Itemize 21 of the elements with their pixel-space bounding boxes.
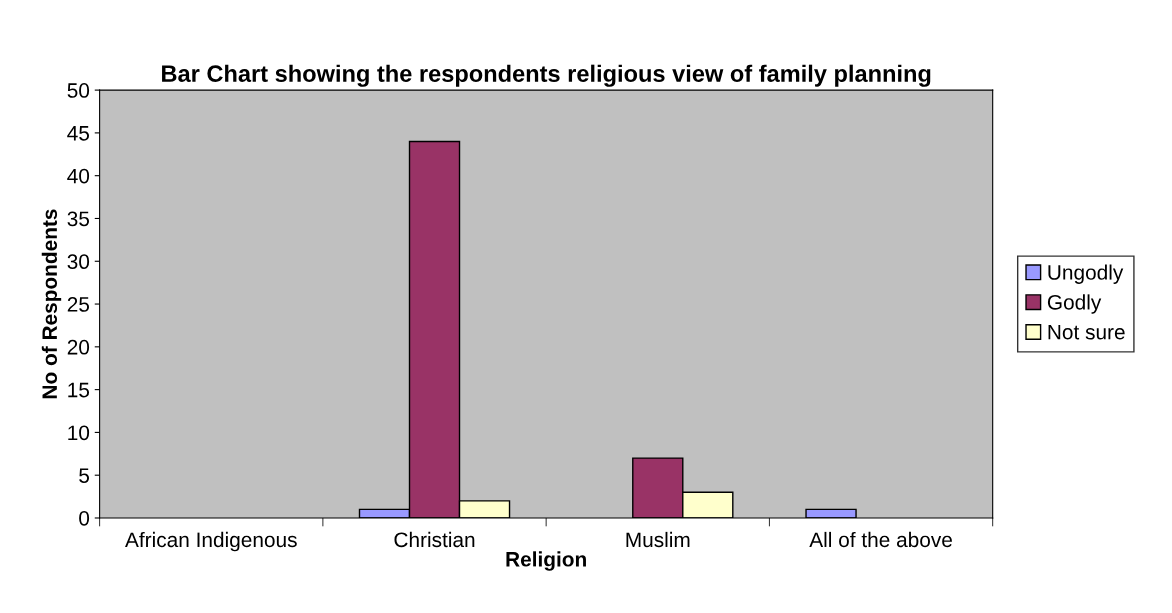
x-tick-label: All of the above — [809, 531, 952, 548]
x-tick-label: Muslim — [626, 531, 690, 548]
y-tick-label: 20 — [67, 339, 90, 355]
legend-label: Godly — [1047, 294, 1102, 314]
legend-label: Not sure — [1048, 324, 1125, 340]
y-tick-label: 50 — [67, 83, 90, 98]
y-tick-label: 30 — [67, 254, 90, 270]
y-tick-label: 0 — [79, 510, 90, 526]
y-tick-label: 40 — [67, 168, 90, 184]
legend-label: Ungodly — [1048, 264, 1124, 284]
y-axis-title: No of Respondents — [41, 209, 62, 399]
y-tick-label: 15 — [68, 382, 90, 398]
y-tick-label: 5 — [79, 468, 90, 483]
x-axis-title: Religion — [506, 551, 586, 571]
y-tick-label: 10 — [68, 425, 90, 441]
y-tick-label: 45 — [67, 126, 90, 141]
chart-title: Bar Chart showing the respondents religious view of family planning — [162, 64, 931, 87]
y-tick-label: 35 — [67, 211, 90, 227]
y-tick-label: 25 — [67, 297, 90, 312]
x-tick-label: African Indigenous — [125, 531, 297, 552]
x-tick-label: Christian — [394, 531, 475, 548]
